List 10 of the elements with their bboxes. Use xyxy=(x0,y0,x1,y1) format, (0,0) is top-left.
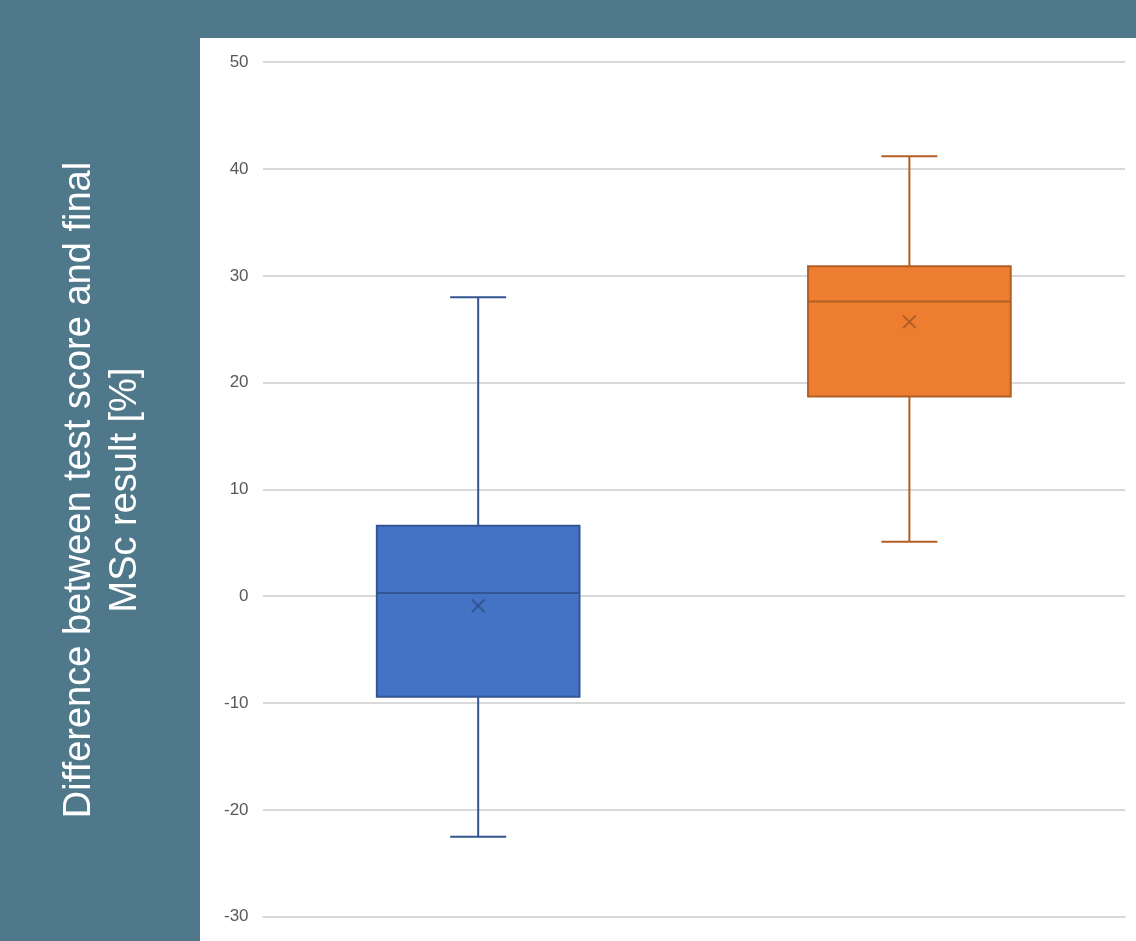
y-tick-label: 50 xyxy=(229,51,249,71)
y-tick-label: 40 xyxy=(229,158,249,178)
y-tick-label: -30 xyxy=(223,906,249,926)
y-tick-label: -10 xyxy=(223,692,249,712)
y-tick-label: 10 xyxy=(229,479,249,499)
y-axis-title: Difference between test score and final MSc result [%] xyxy=(55,160,145,821)
y-tick-label: 0 xyxy=(239,586,249,606)
y-tick-label: -20 xyxy=(223,799,249,819)
y-tick-label: 20 xyxy=(229,372,249,392)
y-tick-label: 30 xyxy=(229,265,249,285)
